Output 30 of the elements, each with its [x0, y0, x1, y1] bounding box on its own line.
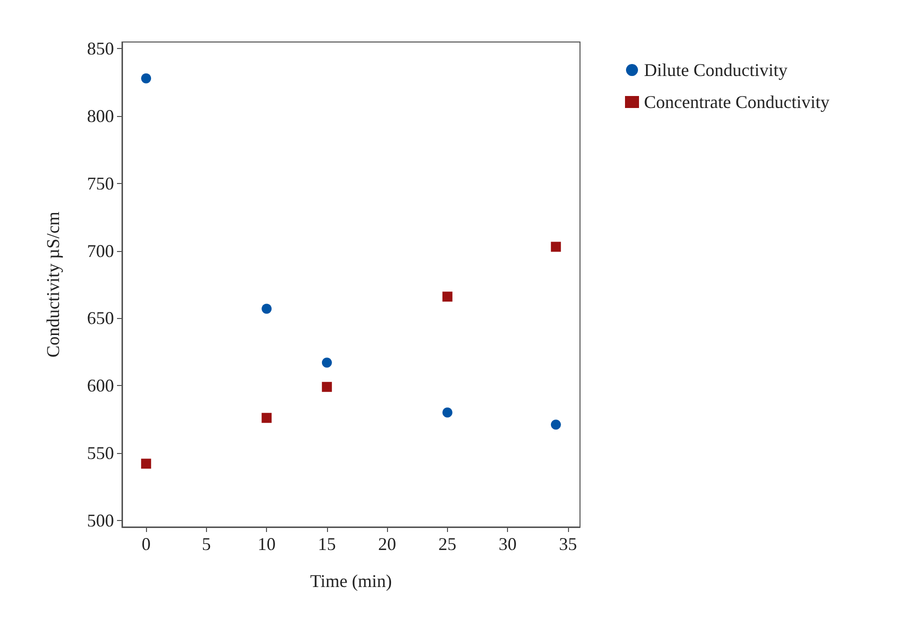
point	[262, 304, 272, 314]
y-tick-label: 700	[87, 240, 114, 261]
point	[442, 407, 452, 418]
x-tick-label: 35	[558, 534, 577, 554]
x-axis-title: Time (min)	[310, 571, 392, 591]
y-tick-label: 550	[87, 442, 114, 463]
x-tick-label: 25	[438, 534, 456, 554]
point	[141, 73, 152, 84]
legend-label: Concentrate Conductivity	[644, 92, 830, 112]
point	[442, 292, 452, 302]
point	[141, 458, 152, 469]
point	[550, 242, 561, 252]
y-axis-title: Conductivity µS/cm	[43, 212, 63, 358]
point	[262, 412, 272, 423]
y-tick-label: 500	[87, 510, 114, 530]
y-tick-label: 800	[87, 106, 114, 126]
point	[322, 358, 332, 368]
x-tick-label: 5	[202, 534, 211, 554]
x-tick-label: 30	[498, 534, 517, 554]
point	[322, 382, 332, 392]
point	[550, 420, 561, 430]
y-tick-label: 850	[87, 38, 114, 59]
x-tick-label: 0	[142, 534, 151, 554]
legend-label: Dilute Conductivity	[644, 60, 788, 80]
x-tick-label: 15	[318, 534, 336, 554]
x-tick-label: 10	[258, 534, 276, 554]
y-tick-label: 750	[87, 173, 114, 194]
y-tick-label: 650	[87, 308, 114, 328]
y-tick-label: 600	[87, 376, 114, 396]
x-tick-label: 20	[378, 534, 396, 554]
